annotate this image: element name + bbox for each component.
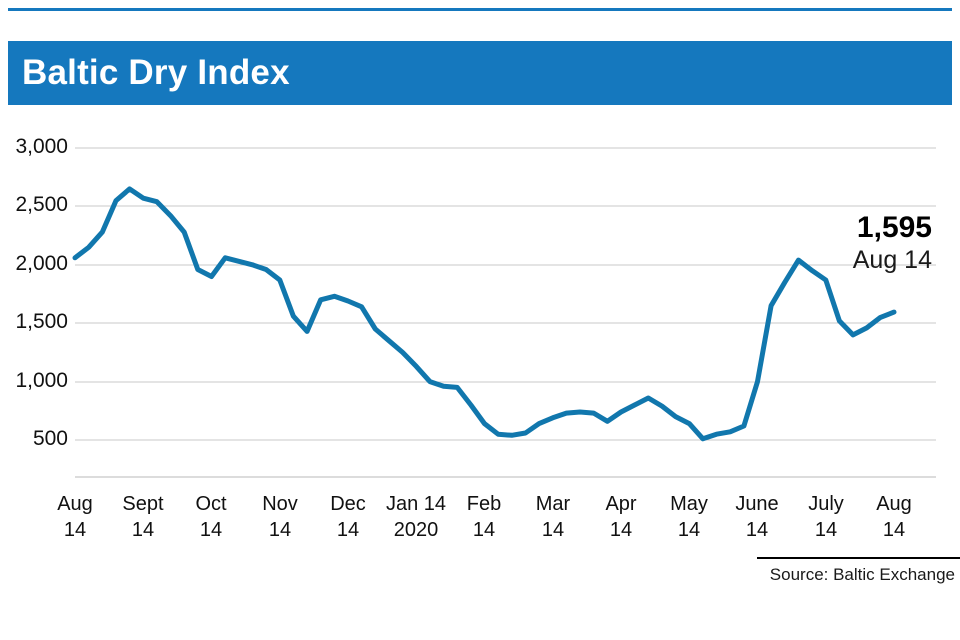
y-axis-label: 1,000 [15, 369, 68, 393]
x-axis-label: July 14 [808, 493, 844, 541]
x-axis-label: Mar 14 [535, 493, 571, 541]
x-axis-label: Dec 14 [330, 493, 366, 541]
chart-title-bar: Baltic Dry Index [8, 41, 952, 105]
x-axis-label: Jan 14 2020 [385, 493, 447, 541]
y-axis-label: 500 [32, 427, 68, 451]
x-axis-label: Sept 14 [122, 493, 164, 541]
latest-date: Aug 14 [852, 246, 932, 274]
y-axis-label: 2,000 [15, 252, 68, 276]
top-accent-rule [8, 8, 952, 11]
chart-title: Baltic Dry Index [22, 53, 290, 92]
x-axis-label: Apr 14 [605, 493, 637, 541]
y-axis-label: 3,000 [15, 135, 68, 159]
x-axis-label: Feb 14 [466, 493, 502, 541]
y-axis-label: 2,500 [15, 193, 68, 217]
y-axis-label: 1,500 [15, 310, 68, 334]
x-axis-label: June 14 [735, 493, 779, 541]
x-axis-label: Nov 14 [262, 493, 298, 541]
data-line [72, 186, 897, 442]
latest-value-annotation: 1,595 Aug 14 [853, 211, 932, 276]
footer-rule [757, 557, 960, 559]
x-axis-label: Aug 14 [876, 493, 912, 541]
x-axis-label: May 14 [670, 493, 708, 541]
source-credit: Source: Baltic Exchange [769, 565, 955, 584]
latest-value: 1,595 [856, 211, 932, 244]
x-axis-label: Oct 14 [195, 493, 227, 541]
x-axis-label: Aug 14 [57, 493, 93, 541]
